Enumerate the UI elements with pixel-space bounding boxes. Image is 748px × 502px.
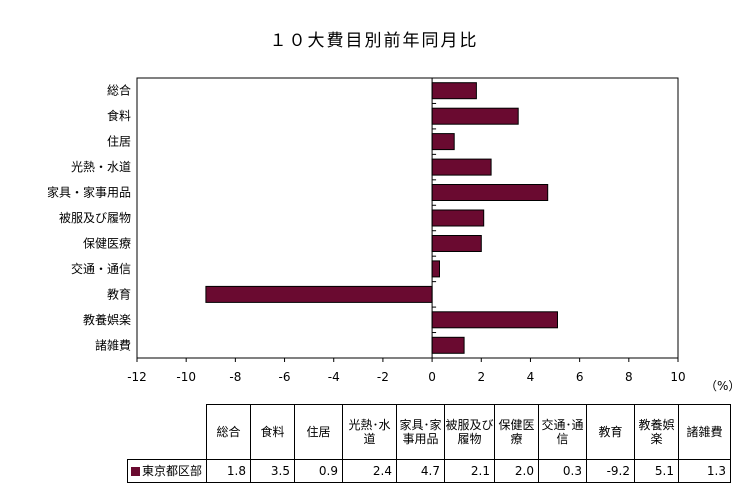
bar xyxy=(205,285,433,303)
bar xyxy=(431,184,549,201)
header-cell: 諸雑費 xyxy=(678,404,732,460)
y-tick-label: 教育 xyxy=(107,286,131,301)
header-cell: 被服及び履物 xyxy=(444,404,496,460)
y-tick-label: 教養娯楽 xyxy=(83,312,131,327)
bar xyxy=(431,133,455,151)
table-row: 東京都区部 1.8 3.5 0.9 2.4 4.7 2.1 2.0 0.3 -9… xyxy=(126,459,732,483)
header-cell: 教育 xyxy=(586,404,636,460)
y-tick-label: 保健医療 xyxy=(83,237,131,251)
table-corner xyxy=(127,404,208,460)
x-tick-label: -12 xyxy=(127,370,147,384)
x-tick-label: -6 xyxy=(279,370,291,384)
bar xyxy=(431,336,465,354)
row-label-text: 東京都区部 xyxy=(142,464,203,478)
x-tick-label: -10 xyxy=(176,370,196,384)
x-tick-label: 4 xyxy=(527,370,535,384)
row-label: 東京都区部 xyxy=(126,459,208,483)
value-cell: 5.1 xyxy=(634,459,680,483)
unit-label: （%） xyxy=(705,379,741,393)
value-cell: 4.7 xyxy=(396,459,446,483)
value-cell: 1.8 xyxy=(206,459,252,483)
y-tick-label: 総合 xyxy=(107,83,131,98)
bar xyxy=(431,235,482,252)
header-cell: 家具･家事用品 xyxy=(396,404,446,460)
bar xyxy=(431,107,519,125)
value-cell: 0.3 xyxy=(538,459,588,483)
value-cell: 2.1 xyxy=(444,459,496,483)
x-tick-label: 2 xyxy=(477,370,485,384)
header-cell: 食料 xyxy=(250,404,296,460)
chart-title: １０大費目別前年同月比 xyxy=(269,31,479,51)
x-tick-label: 8 xyxy=(625,370,633,384)
bar xyxy=(431,158,492,176)
y-tick-label: 交通・通信 xyxy=(71,261,131,276)
x-tick-label: 0 xyxy=(428,370,436,384)
value-cell: 0.9 xyxy=(294,459,344,483)
header-cell: 住居 xyxy=(294,404,344,460)
x-tick-label: -4 xyxy=(328,370,340,384)
plot-area xyxy=(136,77,679,359)
value-cell: -9.2 xyxy=(586,459,636,483)
header-cell: 光熱･水道 xyxy=(342,404,398,460)
table-header-row: 総合 食料 住居 光熱･水道 家具･家事用品 被服及び履物 保健医療 交通･通信… xyxy=(127,404,732,460)
header-cell: 教養娯楽 xyxy=(634,404,680,460)
y-tick-label: 諸雑費 xyxy=(95,337,131,352)
x-tick-label: -2 xyxy=(377,370,389,384)
value-cell: 2.4 xyxy=(342,459,398,483)
legend-swatch xyxy=(131,467,140,476)
bar xyxy=(431,260,441,278)
data-table: 総合 食料 住居 光熱･水道 家具･家事用品 被服及び履物 保健医療 交通･通信… xyxy=(126,404,732,483)
x-tick-label: 10 xyxy=(670,370,685,384)
bar xyxy=(431,311,559,329)
y-tick-label: 食料 xyxy=(107,108,131,123)
value-cell: 2.0 xyxy=(494,459,540,483)
bar xyxy=(431,82,477,100)
value-cell: 3.5 xyxy=(250,459,296,483)
value-cell: 1.3 xyxy=(678,459,732,483)
header-cell: 交通･通信 xyxy=(538,404,588,460)
y-tick-label: 住居 xyxy=(107,135,131,149)
x-tick-label: -8 xyxy=(229,370,241,384)
bar xyxy=(431,209,485,227)
y-tick-label: 家具・家事用品 xyxy=(47,185,131,200)
header-cell: 総合 xyxy=(206,404,252,460)
y-tick-label: 光熱・水道 xyxy=(71,160,131,174)
x-tick-label: 6 xyxy=(576,370,584,384)
y-tick-label: 被服及び履物 xyxy=(59,211,131,225)
bar-chart: 総合食料住居光熱・水道家具・家事用品被服及び履物保健医療交通・通信教育教養娯楽諸… xyxy=(47,77,686,384)
header-cell: 保健医療 xyxy=(494,404,540,460)
